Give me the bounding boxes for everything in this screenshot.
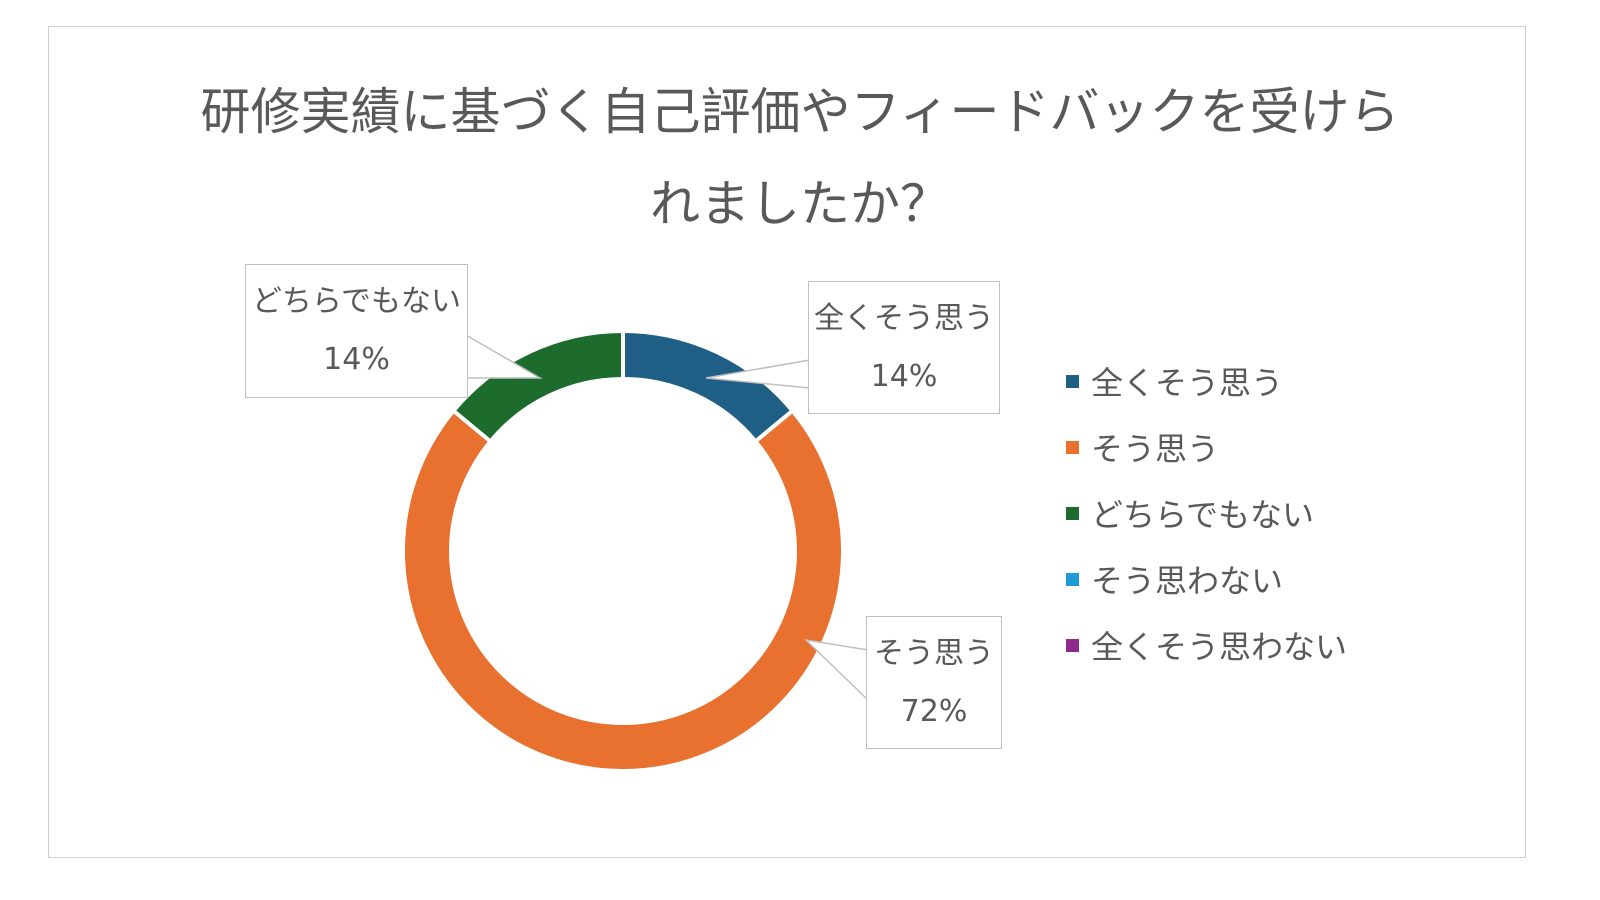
legend-label: そう思わない (1091, 562, 1284, 600)
data-label-dochira-demo-nai-name: どちらでもない (251, 284, 462, 319)
chart-title-line-2: れましたか？ (650, 175, 950, 233)
legend-label: 全くそう思う (1091, 364, 1284, 402)
data-label-zenku-sou-omou-percent: 14% (870, 359, 938, 394)
legend-swatch (1066, 572, 1079, 586)
chart-title-line-1: 研修実績に基づく自己評価やフィードバックを受けら (200, 83, 1400, 141)
legend-item: 全くそう思う (1066, 348, 1347, 414)
data-label-zenku-sou-omou: 全くそう思う 14% (808, 281, 1000, 414)
chart-legend: 全くそう思う そう思う どちらでもない そう思わない 全くそう思わない (1066, 348, 1347, 678)
data-label-zenku-sou-omou-name: 全くそう思う (814, 301, 994, 336)
data-label-dochira-demo-nai: どちらでもない 14% (245, 264, 468, 398)
legend-item: そう思う (1066, 414, 1347, 480)
legend-swatch (1066, 374, 1079, 388)
data-label-sou-omou-percent: 72% (900, 694, 968, 729)
chart-title: 研修実績に基づく自己評価やフィードバックを受けら れましたか？ (0, 66, 1600, 250)
data-label-dochira-demo-nai-percent: 14% (323, 342, 390, 377)
data-label-sou-omou-name: そう思う (874, 636, 994, 671)
legend-item: そう思わない (1066, 546, 1347, 612)
donut-slice (621, 328, 796, 445)
legend-label: そう思う (1091, 430, 1220, 468)
legend-label: どちらでもない (1091, 496, 1315, 534)
legend-item: どちらでもない (1066, 480, 1347, 546)
donut-slice (401, 407, 845, 773)
data-label-sou-omou: そう思う 72% (866, 616, 1002, 749)
legend-swatch (1066, 440, 1079, 454)
legend-item: 全くそう思わない (1066, 612, 1347, 678)
legend-swatch (1066, 506, 1079, 520)
data-label-leader (803, 638, 869, 702)
legend-label: 全くそう思わない (1091, 628, 1348, 666)
legend-swatch (1066, 638, 1079, 652)
